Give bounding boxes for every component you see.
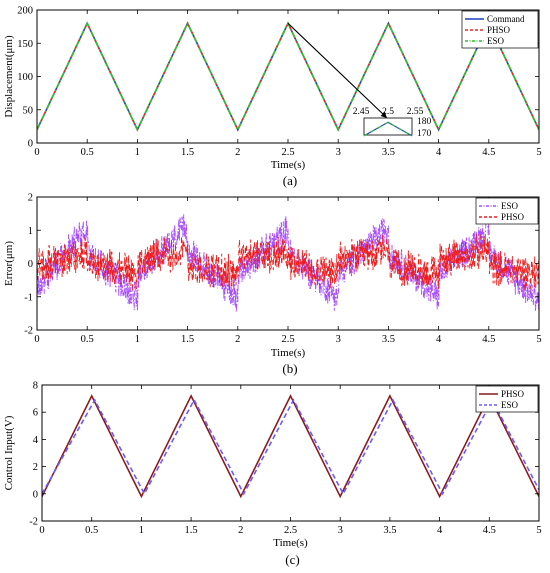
series-line-phso [37, 233, 539, 292]
inset-x-tick-label: 2.55 [407, 107, 424, 117]
x-tick-label: 3.5 [382, 334, 395, 345]
series-line-phso [42, 394, 539, 499]
x-tick-label: 5 [536, 525, 541, 536]
y-axis-label: Displacement(μm) [3, 35, 15, 118]
y-tick-label: 1 [28, 226, 33, 237]
x-tick-label: 3.5 [383, 525, 396, 536]
x-tick-label: 1 [135, 147, 140, 158]
legend-label: ESO [501, 400, 519, 410]
x-tick-label: 0.5 [85, 525, 98, 536]
x-tick-label: 1.5 [181, 334, 194, 345]
x-tick-label: 2.5 [281, 334, 294, 345]
x-tick-label: 3.5 [382, 147, 395, 158]
x-tick-label: 0 [34, 147, 39, 158]
y-tick-label: 8 [33, 381, 38, 392]
inset-line-eso [363, 121, 413, 137]
legend-label: Command [487, 14, 525, 24]
y-tick-label: -1 [24, 292, 33, 303]
legend-label: PHSO [501, 389, 525, 399]
x-tick-label: 5 [536, 147, 541, 158]
x-tick-label: 4.5 [482, 147, 495, 158]
y-tick-label: 0 [28, 259, 33, 270]
inset-frame [363, 117, 413, 136]
x-tick-label: 1 [135, 334, 140, 345]
x-tick-label: 3 [336, 334, 341, 345]
x-tick-label: 2 [235, 147, 240, 158]
zoom-arrow-head [380, 111, 387, 118]
x-tick-label: 1 [139, 525, 144, 536]
x-tick-label: 2.5 [281, 147, 294, 158]
y-tick-label: 6 [33, 408, 38, 419]
x-tick-label: 2 [238, 525, 243, 536]
legend-label: PHSO [501, 212, 525, 222]
inset-y-tick-label: 180 [417, 117, 432, 127]
y-tick-label: 200 [17, 6, 33, 17]
x-tick-label: 0 [34, 334, 39, 345]
legend-box [461, 10, 539, 49]
x-tick-label: 0.5 [81, 147, 94, 158]
inset-x-tick-label: 2.45 [353, 107, 370, 117]
series-line-eso [37, 214, 539, 312]
x-tick-label: 1.5 [185, 525, 198, 536]
legend-box [475, 197, 539, 225]
inset-y-tick-label: 170 [417, 129, 432, 139]
series-group [42, 394, 539, 499]
y-tick-label: 2 [28, 193, 33, 204]
legend-label: ESO [487, 36, 505, 46]
inset-x-tick-label: 2.5 [382, 107, 394, 117]
x-tick-label: 2 [235, 334, 240, 345]
panel-caption: (a) [283, 173, 297, 188]
y-tick-label: 0 [28, 139, 33, 150]
panel-a: 0 0.5 1 1.5 2 2.5 3 3.5 4 4.5 5050100150200Time(s)… [3, 6, 542, 189]
zoom-arrow [287, 22, 387, 118]
x-tick-label: 5 [536, 334, 541, 345]
x-tick-label: 1.5 [181, 147, 194, 158]
x-tick-label: 4 [436, 147, 442, 158]
y-axis-label: Error(μm) [3, 241, 15, 286]
y-tick-label: 2 [33, 462, 38, 473]
y-tick-label: 100 [17, 72, 33, 83]
x-tick-label: 4 [437, 525, 443, 536]
x-axis-label: Time(s) [271, 347, 306, 359]
x-tick-label: 4.5 [482, 334, 495, 345]
x-axis-label: Time(s) [271, 159, 306, 171]
y-tick-label: -2 [24, 326, 33, 337]
panel-caption: (c) [285, 552, 299, 567]
y-tick-label: 4 [33, 435, 39, 446]
x-tick-label: 3 [338, 525, 343, 536]
x-tick-label: 4.5 [483, 525, 496, 536]
legend-box [475, 385, 539, 413]
x-tick-label: 0 [39, 525, 44, 536]
x-tick-label: 3 [336, 147, 341, 158]
panel-c: 0 0.5 1 1.5 2 2.5 3 3.5 4 4.5 5-202468Time(s)Contr… [3, 381, 542, 568]
legend-label: PHSO [487, 25, 511, 35]
y-tick-label: 150 [17, 39, 33, 50]
y-tick-label: -2 [29, 517, 38, 528]
x-tick-label: 4 [436, 334, 442, 345]
legend-label: ESO [501, 201, 519, 211]
y-axis-label: Control Input(V) [3, 415, 15, 490]
panel-b: 0 0.5 1 1.5 2 2.5 3 3.5 4 4.5 5 -2 -1 0 1 2 Time(s) Error… [3, 193, 542, 377]
panel-caption: (b) [282, 361, 297, 376]
x-axis-label: Time(s) [273, 537, 308, 549]
y-tick-label: 50 [23, 105, 34, 116]
y-tick-label: 0 [33, 489, 38, 500]
series-group [37, 214, 539, 312]
x-tick-label: 0.5 [81, 334, 94, 345]
series-line-eso [42, 398, 539, 496]
x-tick-label: 2.5 [284, 525, 297, 536]
